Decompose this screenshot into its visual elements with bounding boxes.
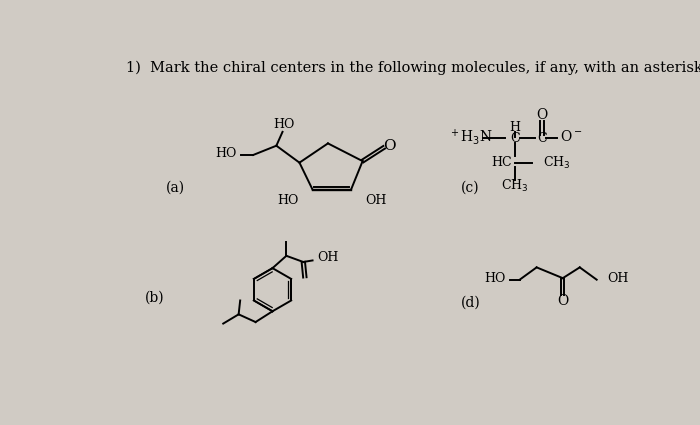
Text: OH: OH [608, 272, 629, 286]
Text: (a): (a) [167, 180, 186, 194]
Text: HC: HC [491, 156, 512, 169]
Text: HO: HO [274, 119, 295, 131]
Text: HO: HO [277, 194, 299, 207]
Text: H: H [510, 121, 521, 134]
Text: OH: OH [317, 251, 339, 264]
Text: HO: HO [215, 147, 237, 160]
Text: C: C [510, 131, 520, 144]
Text: CH$_3$: CH$_3$ [501, 178, 528, 194]
Text: (c): (c) [461, 180, 480, 194]
Text: (d): (d) [461, 296, 481, 310]
Text: $^+$H$_3$N: $^+$H$_3$N [448, 128, 493, 147]
Text: O$^-$: O$^-$ [561, 129, 583, 144]
Text: O: O [383, 139, 396, 153]
Text: O: O [557, 294, 568, 308]
Text: O: O [536, 108, 547, 122]
Text: C: C [537, 131, 547, 144]
Text: CH$_3$: CH$_3$ [542, 155, 570, 171]
Text: HO: HO [484, 272, 506, 286]
Text: 1)  Mark the chiral centers in the following molecules, if any, with an asterisk: 1) Mark the chiral centers in the follow… [126, 60, 700, 75]
Text: (b): (b) [145, 290, 164, 304]
Text: OH: OH [365, 194, 386, 207]
